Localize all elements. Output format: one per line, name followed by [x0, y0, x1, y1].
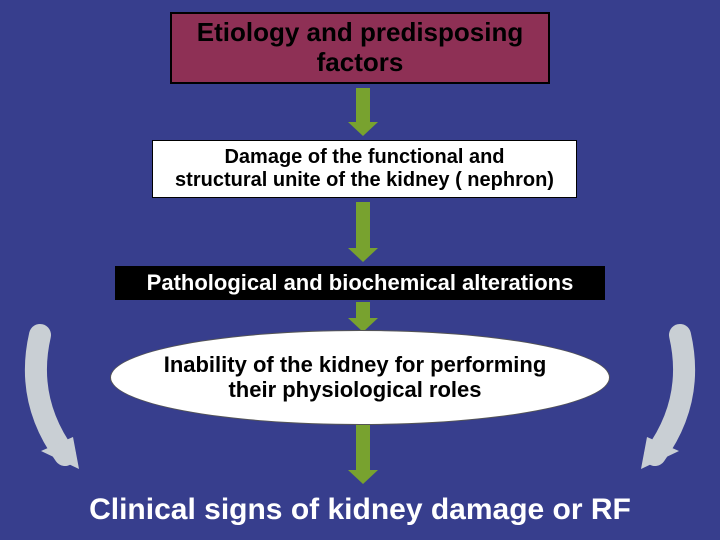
arrow-3	[348, 302, 378, 332]
title-box: Etiology and predisposing factors	[170, 12, 550, 84]
slide-canvas: Etiology and predisposing factors Damage…	[0, 0, 720, 540]
patho-text: Pathological and biochemical alterations	[147, 270, 574, 295]
patho-box: Pathological and biochemical alterations	[115, 266, 605, 300]
arrow-head-icon	[348, 470, 378, 484]
inability-box: Inability of the kidney for performing t…	[130, 348, 580, 406]
arrow-head-icon	[348, 248, 378, 262]
arrow-2	[348, 202, 378, 262]
inability-line1: Inability of the kidney for performing	[164, 352, 547, 377]
arrow-shaft	[356, 88, 370, 124]
inability-line2: their physiological roles	[228, 377, 481, 402]
final-text: Clinical signs of kidney damage or RF	[20, 490, 700, 530]
arrow-4	[348, 424, 378, 484]
damage-box: Damage of the functional and structural …	[152, 140, 577, 198]
damage-line1: Damage of the functional and	[224, 146, 504, 169]
damage-line2: structural unite of the kidney ( nephron…	[175, 169, 554, 192]
arrow-1	[348, 88, 378, 136]
final-text-content: Clinical signs of kidney damage or RF	[89, 493, 631, 528]
arrow-head-icon	[348, 122, 378, 136]
title-line1: Etiology and predisposing	[197, 18, 523, 48]
arrow-shaft	[356, 424, 370, 472]
arrow-shaft	[356, 202, 370, 250]
title-line2: factors	[317, 48, 404, 78]
